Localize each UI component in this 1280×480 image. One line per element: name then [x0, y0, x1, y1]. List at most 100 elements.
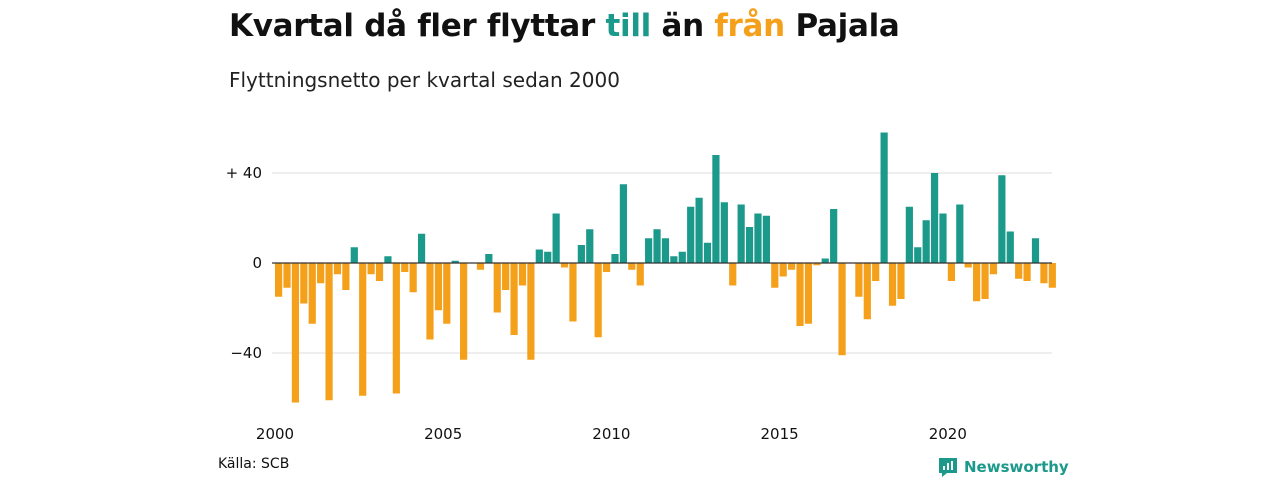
bar [956, 204, 964, 263]
bar [1006, 231, 1014, 263]
bar [460, 263, 468, 360]
bar [451, 260, 459, 263]
bar [426, 263, 434, 340]
bar [611, 254, 619, 263]
bar [964, 263, 972, 268]
bar [645, 238, 653, 263]
bar [1023, 263, 1031, 281]
bar [762, 215, 770, 263]
x-tick-label: 2000 [256, 425, 294, 443]
bar [998, 175, 1006, 263]
grid-lines [272, 172, 1052, 354]
bar [821, 258, 829, 263]
bar [888, 263, 897, 306]
title-prefix: Kvartal då fler flyttar [229, 8, 595, 44]
bar [485, 254, 493, 263]
bar [973, 263, 981, 302]
bar [417, 233, 426, 263]
bar [325, 263, 333, 401]
bar [527, 263, 535, 360]
bar [636, 263, 644, 286]
bar [350, 247, 358, 263]
bar [560, 263, 569, 268]
bar [359, 263, 367, 396]
source-note: Källa: SCB [218, 456, 290, 472]
bar [779, 263, 787, 277]
bar [502, 263, 510, 290]
bar [308, 263, 316, 324]
brand-name: Newsworthy [964, 458, 1069, 476]
bar [947, 263, 955, 281]
newsworthy-icon [939, 458, 957, 477]
bar [1048, 263, 1056, 288]
bar [670, 256, 678, 263]
bar [443, 263, 451, 324]
bar [678, 251, 686, 263]
bar [897, 263, 905, 299]
bar [905, 206, 913, 263]
bar [493, 263, 501, 313]
bar [317, 263, 325, 284]
title-middle: än [661, 8, 704, 44]
bar [872, 263, 880, 281]
bar [518, 263, 527, 286]
bar [855, 263, 863, 297]
chart-subtitle: Flyttningsnetto per kvartal sedan 2000 [229, 68, 620, 92]
bar [594, 263, 602, 338]
bar [342, 263, 350, 290]
bar [577, 245, 585, 263]
bar [930, 173, 939, 263]
bar [981, 263, 989, 299]
bar [1040, 263, 1048, 284]
bar [737, 204, 745, 263]
title-till: till [605, 8, 651, 44]
bar [569, 263, 577, 322]
bar [880, 132, 888, 263]
bar [838, 263, 846, 356]
bar [712, 155, 720, 263]
y-tick-label: 0 [252, 254, 262, 272]
bar [476, 263, 485, 270]
x-tick-label: 2010 [592, 425, 630, 443]
bar [788, 263, 796, 270]
bar [510, 263, 518, 335]
bar [283, 263, 291, 288]
title-suffix: Pajala [795, 8, 900, 44]
bar [535, 249, 543, 263]
bar [695, 197, 703, 263]
bar [914, 247, 922, 263]
bar [602, 263, 611, 272]
bar [939, 213, 947, 263]
bar [989, 263, 998, 275]
bar [830, 209, 838, 263]
bar [653, 229, 661, 263]
bar [367, 263, 375, 275]
bar [552, 213, 560, 263]
bar [703, 242, 712, 263]
bar [813, 263, 821, 266]
bar [300, 263, 308, 304]
bar [804, 263, 813, 324]
bar [1015, 263, 1023, 279]
bar [922, 220, 930, 263]
bar [409, 263, 417, 293]
bar [754, 213, 762, 263]
y-tick-label: + 40 [226, 164, 262, 182]
bar [275, 263, 283, 297]
title-fran: från [714, 8, 785, 44]
x-tick-label: 2005 [424, 425, 462, 443]
chart-title: Kvartal då fler flyttar till än från Paj… [229, 8, 900, 44]
bar [771, 263, 779, 288]
bar [863, 263, 871, 320]
bar [401, 263, 409, 272]
bar [720, 202, 728, 263]
bar [384, 256, 392, 263]
x-axis-ticks: 2000 2005 2010 2015 2020 [256, 425, 967, 443]
bars [275, 132, 1056, 403]
y-tick-label: −40 [230, 344, 262, 362]
brand-logo: Newsworthy [938, 456, 1069, 478]
bar [619, 184, 628, 263]
bar [628, 263, 636, 270]
x-tick-label: 2015 [761, 425, 799, 443]
